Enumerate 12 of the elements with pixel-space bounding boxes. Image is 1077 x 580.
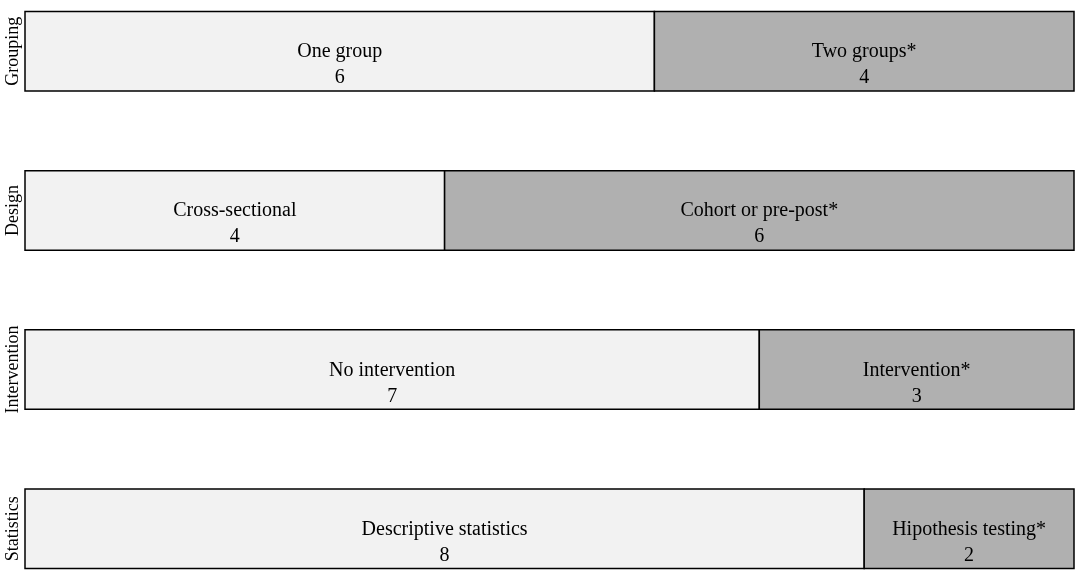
data-label: Intervention* 3 [862, 357, 971, 406]
y-tick-label: Intervention [1, 325, 22, 414]
data-label: Cohort or pre-post* 6 [680, 198, 839, 247]
data-label: One group 6 [297, 39, 383, 88]
y-tick-label: Grouping [1, 16, 22, 86]
data-label: Cross-sectional 4 [173, 198, 297, 247]
data-label: Hipothesis testing* 2 [892, 516, 1047, 565]
data-label: Two groups* 4 [811, 39, 917, 88]
data-label: Descriptive statistics 8 [361, 516, 528, 565]
y-tick-label: Design [1, 184, 22, 236]
y-tick-label: Statistics [1, 496, 22, 562]
data-label: No intervention 7 [329, 357, 456, 406]
